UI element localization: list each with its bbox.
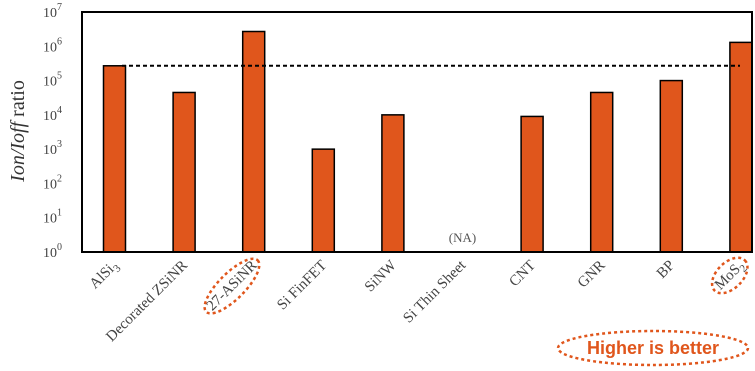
x-tick-label: Si FinFET: [274, 258, 330, 314]
bars: [102, 30, 753, 253]
bar: [311, 148, 336, 253]
x-tick-label: GNR: [575, 258, 609, 292]
highlight-ellipse: [710, 256, 749, 295]
y-axis-label-plain: ratio: [7, 80, 29, 122]
callout-text: Higher is better: [587, 338, 719, 358]
y-tick-label: 106: [43, 36, 62, 55]
callout-ellipse: [556, 329, 750, 367]
highlight-ellipse: [203, 257, 261, 315]
y-tick-label: 101: [43, 208, 62, 227]
x-tick-label: BP: [654, 258, 678, 282]
x-tick-label: 27-ASiNR: [204, 258, 261, 315]
plot-area-frame: [81, 11, 753, 253]
y-tick-label: 102: [43, 173, 62, 192]
x-tick-label: Si Thin Sheet: [400, 257, 469, 326]
y-axis-label: Ion/Ioff ratio: [7, 80, 29, 183]
y-tick-labels: 100 101 102 103 104 105 106 107: [43, 2, 62, 261]
bar: [520, 115, 544, 253]
x-tick-label: SiNW: [362, 257, 400, 295]
bar: [729, 41, 753, 253]
missing-value-label: (NA): [449, 230, 476, 245]
bar: [659, 79, 684, 253]
y-tick-label: 100: [43, 242, 62, 261]
x-tick-label: AlSi3: [87, 257, 124, 294]
y-axis-label-italic: Ion/Ioff: [7, 119, 29, 182]
bar: [241, 30, 266, 253]
y-tick-label: 103: [43, 139, 62, 158]
y-tick-label: 105: [43, 71, 62, 90]
bar: [589, 91, 614, 253]
bar: [172, 91, 196, 253]
x-tick-label: CNT: [506, 258, 539, 291]
bar: [381, 114, 405, 253]
bar: [102, 65, 127, 253]
callout: Higher is better: [556, 329, 750, 367]
y-tick-label: 107: [43, 2, 62, 21]
y-tick-label: 104: [43, 105, 62, 124]
